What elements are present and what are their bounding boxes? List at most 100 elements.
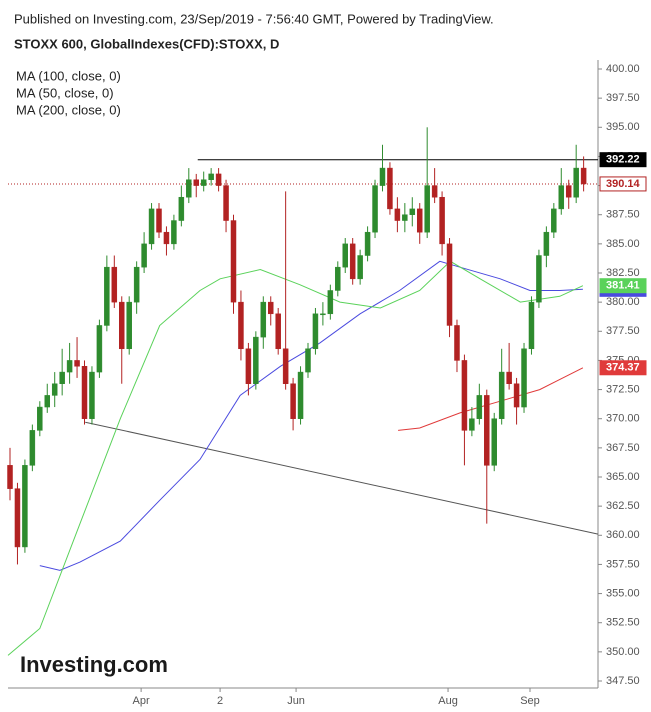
candle-body — [29, 430, 36, 466]
y-tick-label: 352.50 — [606, 617, 640, 629]
candle-body — [409, 208, 416, 215]
y-tick-label: 377.50 — [606, 325, 640, 337]
candle-body — [484, 395, 490, 466]
candle-body — [22, 465, 28, 548]
y-tick-label: 372.50 — [606, 383, 640, 395]
candle-body — [461, 360, 468, 431]
candle-body — [536, 255, 542, 303]
candle-body — [7, 465, 13, 489]
candle-body — [558, 185, 565, 210]
x-tick-label: Jun — [287, 695, 305, 707]
candle-body — [200, 179, 207, 186]
candle-body — [59, 371, 65, 384]
candle-body — [476, 395, 483, 419]
candle-body — [431, 185, 438, 198]
candle-body — [141, 243, 147, 268]
candle-body — [81, 366, 88, 419]
candle-body — [551, 208, 557, 233]
y-tick-label: 387.50 — [606, 209, 640, 221]
candle-body — [498, 371, 505, 419]
y-tick-label: 385.00 — [606, 238, 640, 250]
y-tick-label: 365.00 — [606, 471, 640, 483]
candle-body — [387, 167, 393, 210]
candle-body — [193, 179, 199, 186]
ma-label-bg — [599, 360, 647, 376]
y-tick-label: 395.00 — [606, 121, 640, 133]
candle-body — [215, 173, 222, 186]
candle-body — [275, 313, 281, 350]
y-tick-label: 397.50 — [606, 92, 640, 104]
candle-body — [238, 301, 244, 350]
candle-body — [245, 348, 252, 384]
candle-body — [335, 266, 341, 291]
candle-body — [320, 313, 326, 316]
candle-body — [104, 266, 110, 326]
candle-body — [364, 231, 371, 256]
candle-body — [223, 185, 229, 221]
moving-average — [39, 260, 583, 571]
candle-body — [491, 418, 497, 466]
candle-body — [379, 167, 386, 186]
candle-body — [454, 325, 460, 361]
candle-body — [446, 243, 453, 326]
candle-body — [14, 488, 21, 548]
candle-body — [528, 301, 535, 350]
candle-body — [126, 301, 132, 350]
candle-body — [208, 173, 214, 180]
candle-body — [96, 325, 103, 373]
trendline — [85, 421, 599, 535]
last-price-label-bg — [599, 176, 647, 192]
header: Published on Investing.com, 23/Sep/2019 … — [14, 11, 494, 26]
candle-body — [573, 167, 579, 198]
candle-body — [372, 185, 378, 233]
candle-body — [44, 395, 51, 408]
candle-body — [297, 371, 304, 419]
ma-label-bg — [599, 278, 647, 294]
y-tick-label: 360.00 — [606, 529, 640, 541]
candle-body — [119, 301, 125, 350]
candle-body — [402, 214, 408, 221]
candle-body — [506, 371, 512, 384]
candle-body — [111, 266, 118, 303]
y-tick-label: 347.50 — [606, 675, 640, 687]
candle-body — [521, 348, 527, 408]
candle-body — [260, 301, 267, 338]
candle-body — [439, 196, 445, 245]
candle-body — [349, 243, 356, 280]
legend-entry: MA (50, close, 0) — [16, 85, 114, 100]
x-tick-label: 2 — [217, 695, 223, 707]
resistance-label-bg — [599, 152, 647, 168]
plot: 347.50 350.00 352.50 355.00 357.50 360.00 362.… — [7, 63, 647, 707]
x-tick-label: Aug — [438, 695, 458, 707]
candle-body — [267, 301, 274, 315]
candle-body — [305, 348, 311, 373]
candle-body — [580, 167, 587, 185]
candle-body — [156, 208, 162, 233]
candle-body — [312, 313, 319, 350]
candle-body — [37, 406, 43, 431]
last-price-label: 390.14 — [606, 178, 641, 190]
candle-body — [290, 383, 296, 419]
legend-entry: MA (200, close, 0) — [16, 102, 121, 117]
candle-body — [51, 383, 58, 396]
resistance-label: 392.22 — [606, 154, 640, 166]
moving-average — [7, 260, 584, 656]
candle-body — [469, 418, 475, 431]
candle-body — [394, 208, 401, 221]
candle-body — [89, 371, 95, 419]
ma-label: 374.37 — [606, 362, 640, 374]
y-tick-label: 350.00 — [606, 646, 640, 658]
candle-body — [513, 383, 520, 408]
candle-body — [148, 208, 155, 245]
candle-body — [171, 220, 177, 245]
candle-body — [342, 243, 348, 268]
y-tick-label: 355.00 — [606, 587, 640, 599]
candle-body — [163, 231, 170, 245]
x-tick-label: Apr — [133, 695, 150, 707]
candle-body — [66, 360, 73, 373]
candle-body — [543, 231, 550, 256]
y-tick-label: 362.50 — [606, 500, 640, 512]
y-tick-label: 357.50 — [606, 558, 640, 570]
